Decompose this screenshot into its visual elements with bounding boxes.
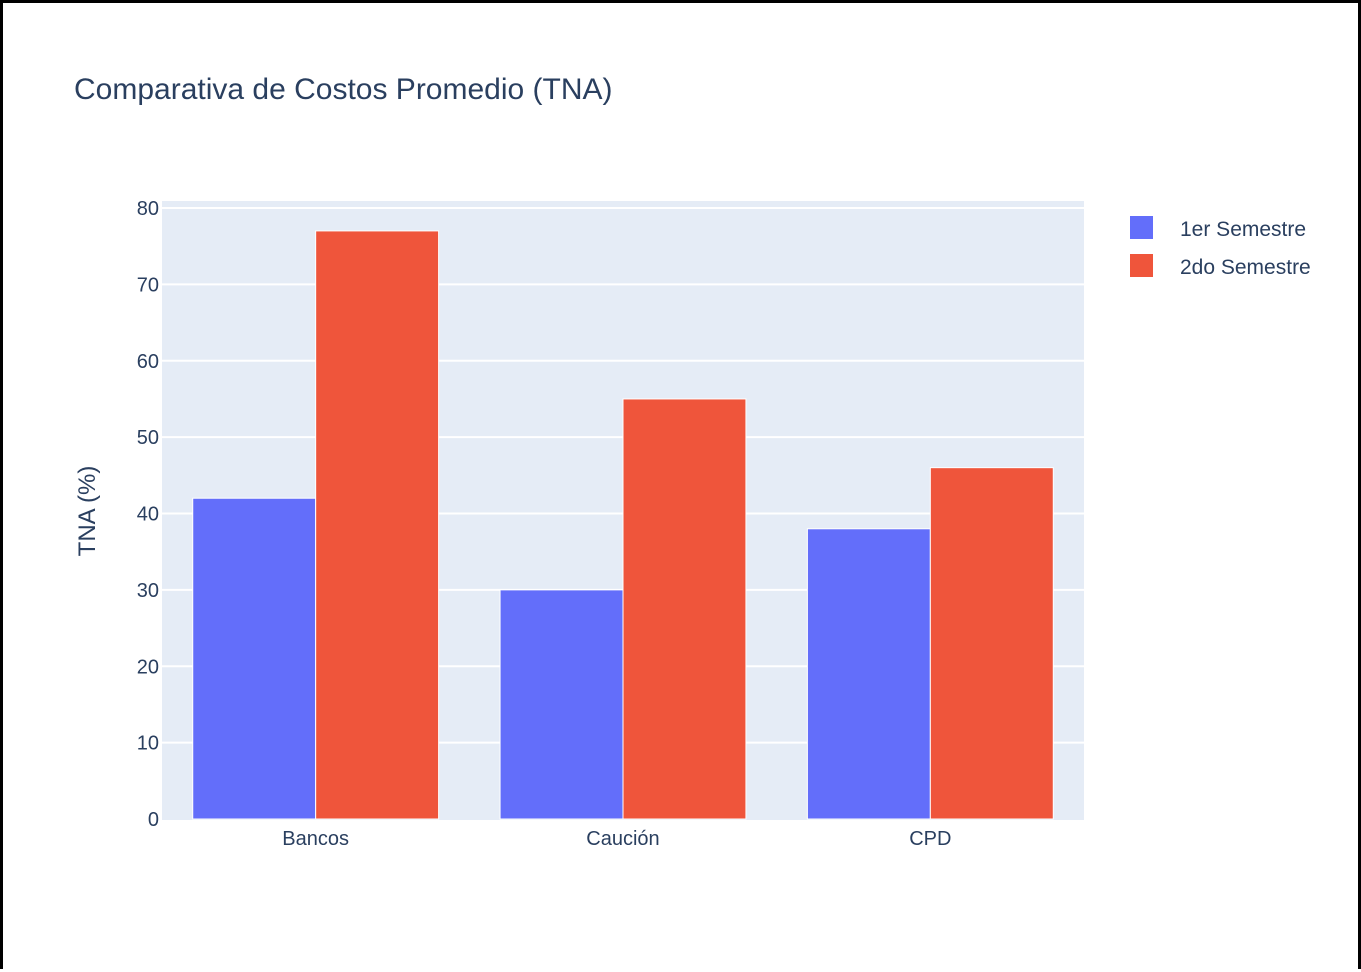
legend-swatch: [1130, 216, 1153, 239]
y-tick-label: 40: [137, 504, 159, 526]
x-tick-label: CPD: [909, 828, 951, 850]
y-tick-label: 80: [137, 198, 159, 220]
legend-label: 2do Semestre: [1180, 256, 1311, 279]
bar-2: [929, 467, 1054, 820]
y-tick-label: 70: [137, 274, 159, 296]
legend-label: 1er Semestre: [1180, 218, 1306, 241]
bar-2: [315, 230, 440, 820]
bar-2: [622, 398, 747, 820]
legend-swatch: [1130, 254, 1153, 277]
y-axis-ticks: 0 10 20 30 40 50 60 70 80: [137, 198, 159, 831]
x-axis-ticks: Bancos Caución CPD: [282, 828, 951, 850]
bars: [192, 230, 1054, 820]
legend[interactable]: 1er Semestre 2do Semestre: [1130, 216, 1311, 279]
x-tick-label: Caución: [586, 828, 659, 850]
y-tick-label: 60: [137, 351, 159, 373]
y-axis-label: TNA (%): [74, 466, 101, 557]
y-tick-label: 20: [137, 656, 159, 678]
y-tick-label: 10: [137, 733, 159, 755]
bar-chart: 0 10 20 30 40 50 60 70 80 Bancos Caución CPD TNA (…: [74, 198, 1311, 850]
chart-title: Comparativa de Costos Promedio (TNA): [74, 73, 613, 106]
y-tick-label: 0: [148, 809, 159, 831]
bar-1: [499, 589, 624, 820]
bar-1: [806, 528, 931, 820]
x-tick-label: Bancos: [282, 828, 349, 850]
y-tick-label: 50: [137, 427, 159, 449]
bar-1: [192, 497, 317, 820]
y-tick-label: 30: [137, 580, 159, 602]
